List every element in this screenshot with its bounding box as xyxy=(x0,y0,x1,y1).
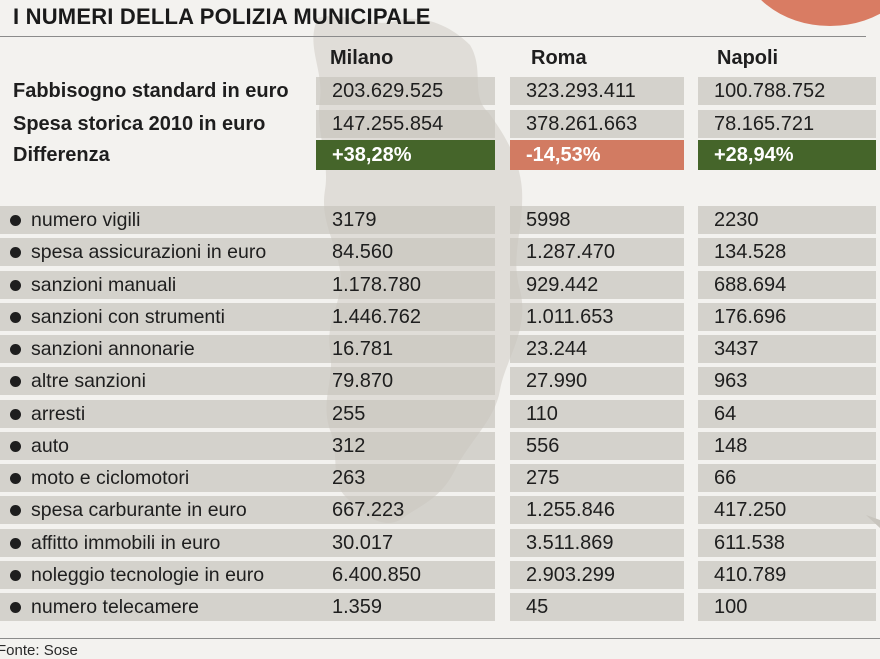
detail-value-milano: 263 xyxy=(316,464,495,492)
summary-label-spesa-storica: Spesa storica 2010 in euro xyxy=(13,113,266,135)
detail-row-label: auto xyxy=(0,432,316,460)
summary-value-milano: 203.629.525 xyxy=(316,77,495,105)
detail-value-roma: 1.255.846 xyxy=(510,496,684,524)
detail-row-label: spesa assicurazioni in euro xyxy=(0,238,316,266)
detail-row-label: moto e ciclomotori xyxy=(0,464,316,492)
detail-row-label: numero telecamere xyxy=(0,593,316,621)
decorative-corner-circle xyxy=(740,0,880,26)
detail-row-label: sanzioni manuali xyxy=(0,271,316,299)
bullet-icon xyxy=(10,441,21,452)
detail-row-label-text: sanzioni con strumenti xyxy=(31,306,226,328)
summary-value-milano: 147.255.854 xyxy=(316,110,495,138)
column-header-napoli: Napoli xyxy=(717,47,779,69)
detail-value-milano: 1.178.780 xyxy=(316,271,495,299)
detail-value-roma: 23.244 xyxy=(510,335,684,363)
bullet-icon xyxy=(10,376,21,387)
source-note: Fonte: Sose xyxy=(0,642,78,659)
detail-row-label-text: sanzioni annonarie xyxy=(31,338,195,360)
detail-row-label: sanzioni con strumenti xyxy=(0,303,316,331)
detail-value-napoli: 100 xyxy=(698,593,876,621)
bullet-icon xyxy=(10,247,21,258)
bullet-icon xyxy=(10,344,21,355)
top-divider xyxy=(0,36,866,37)
detail-value-milano: 312 xyxy=(316,432,495,460)
detail-value-napoli: 688.694 xyxy=(698,271,876,299)
detail-value-napoli: 963 xyxy=(698,367,876,395)
summary-label-fabbisogno: Fabbisogno standard in euro xyxy=(13,80,289,102)
detail-value-milano: 30.017 xyxy=(316,529,495,557)
detail-value-roma: 556 xyxy=(510,432,684,460)
detail-row-label-text: sanzioni manuali xyxy=(31,274,177,296)
column-header-roma: Roma xyxy=(531,47,587,69)
bullet-icon xyxy=(10,409,21,420)
detail-row-label: spesa carburante in euro xyxy=(0,496,316,524)
bullet-icon xyxy=(10,280,21,291)
detail-value-milano: 79.870 xyxy=(316,367,495,395)
detail-value-napoli: 134.528 xyxy=(698,238,876,266)
detail-value-roma: 929.442 xyxy=(510,271,684,299)
detail-value-milano: 1.446.762 xyxy=(316,303,495,331)
detail-value-roma: 2.903.299 xyxy=(510,561,684,589)
detail-value-napoli: 3437 xyxy=(698,335,876,363)
detail-row-label: noleggio tecnologie in euro xyxy=(0,561,316,589)
detail-row-label-text: noleggio tecnologie in euro xyxy=(31,564,265,586)
summary-value-roma: 323.293.411 xyxy=(510,77,684,105)
detail-value-roma: 45 xyxy=(510,593,684,621)
detail-row-label: numero vigili xyxy=(0,206,316,234)
detail-value-roma: 27.990 xyxy=(510,367,684,395)
summary-value-napoli: 100.788.752 xyxy=(698,77,876,105)
summary-value-napoli: 78.165.721 xyxy=(698,110,876,138)
bullet-icon xyxy=(10,602,21,613)
bullet-icon xyxy=(10,215,21,226)
bottom-divider xyxy=(0,638,880,639)
bullet-icon xyxy=(10,505,21,516)
detail-row-label-text: spesa assicurazioni in euro xyxy=(31,241,267,263)
detail-value-napoli: 64 xyxy=(698,400,876,428)
detail-value-napoli: 611.538 xyxy=(698,529,876,557)
detail-value-roma: 1.287.470 xyxy=(510,238,684,266)
page-title: I NUMERI DELLA POLIZIA MUNICIPALE xyxy=(13,4,431,29)
detail-value-milano: 667.223 xyxy=(316,496,495,524)
difference-badge-roma: -14,53% xyxy=(510,140,684,170)
detail-row-label: sanzioni annonarie xyxy=(0,335,316,363)
bullet-icon xyxy=(10,538,21,549)
bullet-icon xyxy=(10,473,21,484)
detail-row-label: altre sanzioni xyxy=(0,367,316,395)
detail-value-milano: 1.359 xyxy=(316,593,495,621)
detail-row-label-text: numero vigili xyxy=(31,209,141,231)
detail-row-label: arresti xyxy=(0,400,316,428)
detail-value-milano: 3179 xyxy=(316,206,495,234)
detail-value-napoli: 2230 xyxy=(698,206,876,234)
bullet-icon xyxy=(10,312,21,323)
detail-value-napoli: 148 xyxy=(698,432,876,460)
detail-row-label-text: altre sanzioni xyxy=(31,370,146,392)
detail-row-label-text: spesa carburante in euro xyxy=(31,499,247,521)
difference-badge-napoli: +28,94% xyxy=(698,140,876,170)
detail-value-napoli: 410.789 xyxy=(698,561,876,589)
detail-row-label-text: arresti xyxy=(31,403,86,425)
detail-value-napoli: 66 xyxy=(698,464,876,492)
detail-value-roma: 275 xyxy=(510,464,684,492)
detail-row-label: affitto immobili in euro xyxy=(0,529,316,557)
detail-row-label-text: moto e ciclomotori xyxy=(31,467,190,489)
bullet-icon xyxy=(10,570,21,581)
summary-label-differenza: Differenza xyxy=(13,144,110,166)
detail-value-milano: 255 xyxy=(316,400,495,428)
detail-value-roma: 1.011.653 xyxy=(510,303,684,331)
detail-row-label-text: affitto immobili in euro xyxy=(31,532,221,554)
summary-value-roma: 378.261.663 xyxy=(510,110,684,138)
difference-badge-milano: +38,28% xyxy=(316,140,495,170)
detail-value-roma: 5998 xyxy=(510,206,684,234)
detail-row-label-text: auto xyxy=(31,435,69,457)
detail-value-napoli: 176.696 xyxy=(698,303,876,331)
detail-value-roma: 110 xyxy=(510,400,684,428)
detail-row-label-text: numero telecamere xyxy=(31,596,199,618)
detail-value-milano: 84.560 xyxy=(316,238,495,266)
detail-value-milano: 16.781 xyxy=(316,335,495,363)
column-header-milano: Milano xyxy=(330,47,394,69)
detail-value-napoli: 417.250 xyxy=(698,496,876,524)
detail-value-milano: 6.400.850 xyxy=(316,561,495,589)
detail-value-roma: 3.511.869 xyxy=(510,529,684,557)
